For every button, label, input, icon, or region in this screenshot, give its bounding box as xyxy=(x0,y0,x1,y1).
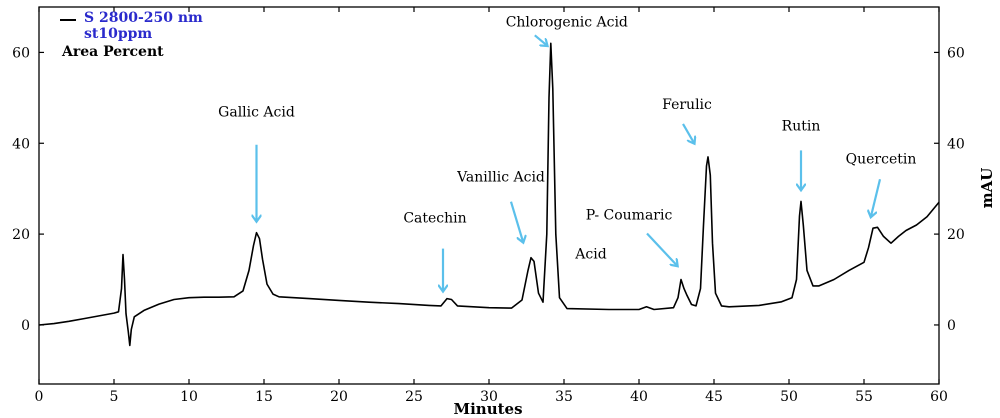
plot-frame-border xyxy=(38,6,940,385)
legend-series-label-2: st10ppm xyxy=(84,26,152,42)
right-y-tick-label: 60 xyxy=(947,45,965,61)
peak-label: P- Coumaric xyxy=(586,208,673,224)
peak-arrows xyxy=(257,34,882,290)
legend-series-label: S 2800-250 nm xyxy=(84,10,203,26)
x-tick-label: 30 xyxy=(480,389,498,405)
x-tick-label: 55 xyxy=(855,389,873,405)
x-tick-label: 10 xyxy=(180,389,198,405)
left-y-tick-label: 40 xyxy=(12,136,30,152)
x-tick-label: 35 xyxy=(555,389,573,405)
x-tick-label: 60 xyxy=(930,389,948,405)
legend: S 2800-250 nm st10ppm Area Percent xyxy=(60,10,203,60)
peak-label: Rutin xyxy=(782,118,821,134)
peak-arrow xyxy=(871,179,882,216)
legend-note: Area Percent xyxy=(61,44,164,60)
chromatogram-trace xyxy=(38,42,940,347)
peak-label: Chlorogenic Acid xyxy=(506,14,628,30)
left-y-tick-label: 0 xyxy=(21,318,30,334)
x-tick-label: 0 xyxy=(35,389,44,405)
peak-arrow xyxy=(682,123,694,143)
left-y-axis-ticks: 0 20 40 60 xyxy=(12,45,44,334)
left-y-tick-label: 60 xyxy=(12,45,30,61)
x-axis-ticks: 0 5 10 15 20 25 30 35 40 45 50 55 60 xyxy=(35,7,948,405)
peak-label: Catechin xyxy=(403,211,466,227)
peak-arrow xyxy=(509,201,523,242)
right-y-tick-label: 40 xyxy=(947,136,965,152)
peak-label: Vanillic Acid xyxy=(456,170,545,186)
x-axis-title: Minutes xyxy=(453,400,522,418)
x-tick-label: 25 xyxy=(405,389,423,405)
peak-label: Gallic Acid xyxy=(218,105,295,121)
peak-label: Quercetin xyxy=(846,151,917,167)
x-tick-label: 15 xyxy=(255,389,273,405)
plot-frame xyxy=(38,6,940,385)
peak-label: Acid xyxy=(574,247,606,263)
right-y-tick-label: 20 xyxy=(947,227,965,243)
x-tick-label: 40 xyxy=(630,389,648,405)
x-tick-label: 50 xyxy=(780,389,798,405)
x-tick-label: 45 xyxy=(705,389,723,405)
x-tick-label: 5 xyxy=(110,389,119,405)
x-tick-label: 20 xyxy=(330,389,348,405)
left-y-tick-label: 20 xyxy=(12,227,30,243)
peak-labels: Gallic Acid Catechin Vanillic Acid Chloroge… xyxy=(218,14,916,262)
right-y-axis-title: mAU xyxy=(978,168,996,209)
peak-label: Ferulic xyxy=(662,97,712,113)
right-y-tick-label: 0 xyxy=(947,318,956,334)
peak-arrow xyxy=(534,34,547,45)
right-y-axis-ticks: 0 20 40 60 xyxy=(934,45,965,334)
peak-arrow xyxy=(646,232,677,266)
